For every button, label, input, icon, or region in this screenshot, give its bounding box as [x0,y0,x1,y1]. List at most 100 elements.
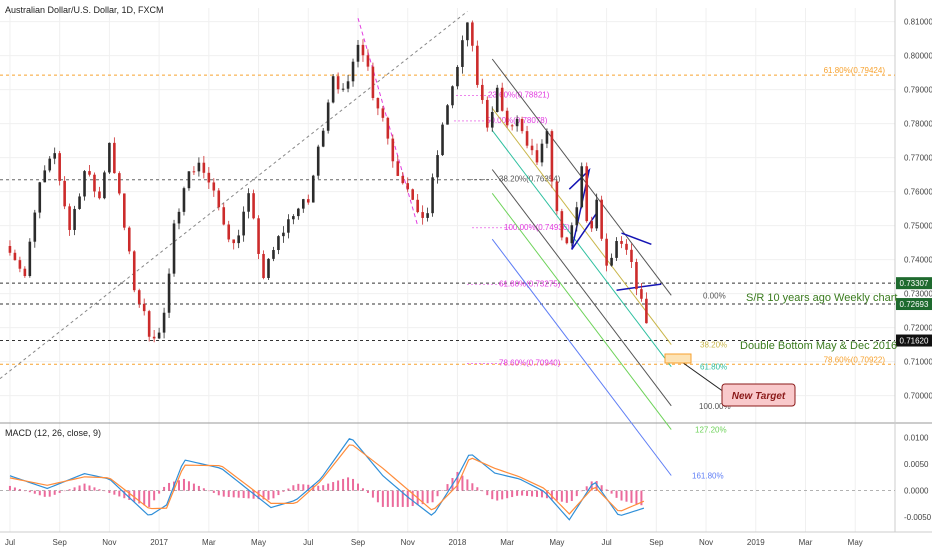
macd-hist-bar-60 [307,484,310,491]
macd-hist-bar-115 [580,490,583,492]
macd-hist-bar-72 [366,490,369,493]
x-tick-5: May [251,538,266,547]
channel-line-3 [491,169,672,407]
x-tick-9: 2018 [449,538,467,547]
candle-body-90 [456,66,459,87]
macd-hist-bar-114 [575,490,578,497]
macd-hist-bar-7 [43,490,46,497]
candle-body-116 [585,166,589,222]
macd-hist-bar-39 [202,488,205,491]
candle-body-5 [33,212,37,242]
candle-body-54 [277,236,280,251]
macd-hist-bar-126 [635,490,638,505]
candle-body-91 [461,40,464,67]
candle-body-87 [441,124,444,156]
fib-label-5: 78.60%(0.70940) [499,359,561,368]
candle-body-105 [530,145,534,151]
macd-hist-bar-121 [610,490,613,494]
macd-hist-bar-25 [133,490,136,502]
macd-hist-bar-23 [123,490,126,499]
fib-label-0: 23.60%(0.78821) [488,91,550,100]
macd-hist-bar-80 [406,490,409,507]
candle-body-82 [416,199,419,213]
price-tag-1: 0.72693 [900,300,929,309]
candle-body-69 [351,61,355,82]
macd-hist-bar-16 [88,485,91,491]
macd-hist-bar-41 [212,490,215,493]
candle-body-94 [476,45,479,85]
candle-body-86 [436,155,439,178]
chart-title: Australian Dollar/U.S. Dollar, 1D, FXCM [5,5,164,15]
macd-hist-bar-8 [48,490,51,497]
candle-body-107 [540,143,544,163]
macd-hist-bar-10 [58,490,61,493]
candle-body-56 [287,219,290,233]
fib-label-4: 61.80%(0.73275) [499,279,561,288]
macd-hist-bar-24 [128,490,131,500]
candle-body-127 [640,289,643,299]
x-tick-12: Jul [601,538,611,547]
candle-body-41 [212,182,216,191]
macd-hist-bar-87 [441,490,444,491]
macd-hist-bar-107 [540,490,543,498]
candle-body-114 [575,207,579,226]
macd-hist-bar-118 [595,481,598,491]
candle-body-0 [8,246,12,253]
candle-body-59 [302,199,305,209]
macd-hist-bar-96 [486,490,489,496]
x-tick-7: Sep [351,538,366,547]
macd-hist-bar-26 [138,490,141,504]
candle-body-23 [123,193,126,228]
wedge-lower [616,283,662,291]
macd-hist-bar-1 [13,487,16,491]
candle-body-40 [207,172,211,183]
macd-hist-bar-13 [73,487,76,491]
x-tick-11: May [549,538,564,547]
macd-hist-bar-29 [153,490,156,501]
channel-label-4: 127.20% [695,426,727,435]
new-target-callout: New Target [664,353,796,407]
candle-body-72 [366,55,370,67]
macd-hist-bar-57 [292,485,295,491]
macd-tick-0: 0.0100 [904,434,929,443]
price-tag-bg-1 [896,298,932,311]
macd-hist-bar-112 [565,490,568,503]
macd-hist-bar-37 [192,483,195,491]
candle-body-30 [157,332,161,339]
macd-hist-bar-54 [277,490,280,496]
y-tick-6: 0.75000 [904,222,932,231]
macd-hist-bar-79 [401,490,404,507]
macd-hist-bar-5 [33,490,36,494]
candle-body-106 [535,150,539,163]
candle-body-93 [471,22,474,46]
fib-label-3: 100.00%(0.74936) [504,223,570,232]
macd-hist-bar-101 [511,490,514,498]
candle-body-126 [635,261,638,290]
channel-label-5: 161.80% [692,472,724,481]
channel-label-1: 38.20% [700,341,727,350]
candle-body-58 [297,208,300,217]
candle-body-57 [292,216,295,220]
macd-hist-bar-90 [456,471,459,491]
macd-hist-bar-92 [466,479,469,491]
candle-body-29 [152,336,156,339]
double-bottom-annotation: Double Bottom May & Dec 2016 [740,340,897,352]
candle-body-8 [48,158,52,171]
candle-body-92 [466,22,469,41]
macd-hist-bar-59 [302,484,305,491]
candle-body-12 [68,206,71,230]
candle-body-74 [376,97,380,109]
macd-hist-bar-9 [53,490,56,495]
y-tick-3: 0.78000 [904,120,932,129]
macd-hist-bar-38 [197,485,200,491]
macd-hist-bar-3 [23,490,26,492]
macd-hist-bar-17 [93,487,96,491]
macd-hist-bar-122 [615,490,618,498]
macd-hist-bar-116 [585,486,588,491]
candle-body-81 [411,189,414,200]
candle-body-26 [137,290,141,304]
candle-body-110 [555,181,559,212]
candle-body-17 [93,174,96,192]
candle-body-79 [401,175,405,184]
